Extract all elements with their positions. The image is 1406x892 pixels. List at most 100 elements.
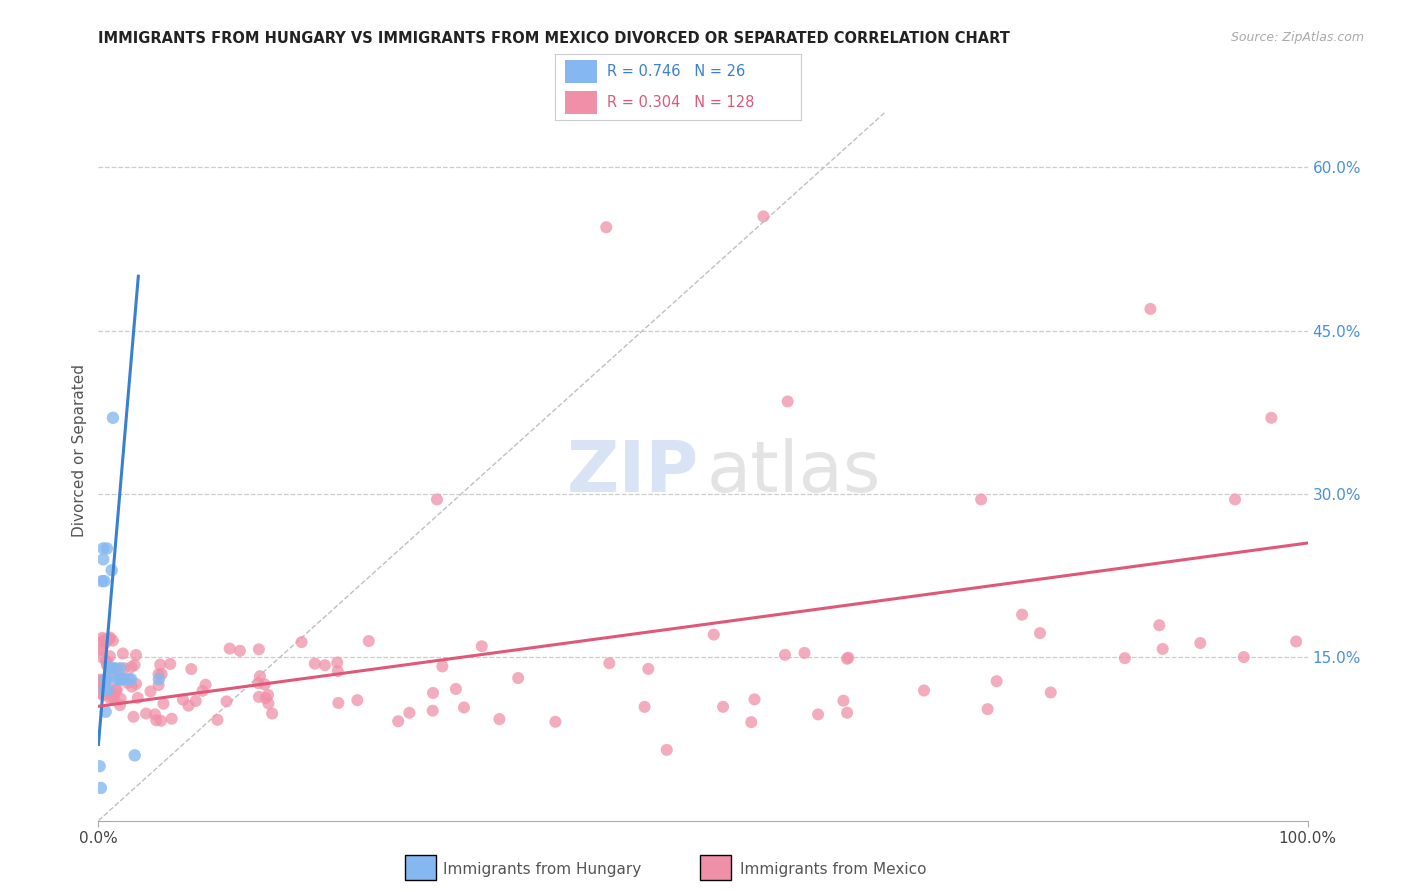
Point: [100, 661, 122, 675]
Point: [98, 690, 121, 705]
FancyBboxPatch shape: [565, 61, 598, 83]
Point: [703, 627, 725, 641]
Point: [149, 714, 172, 728]
Text: ZIP: ZIP: [567, 438, 699, 508]
Point: [108, 698, 131, 713]
Point: [139, 684, 162, 698]
Text: R = 0.746   N = 26: R = 0.746 N = 26: [607, 64, 745, 79]
Point: [98, 661, 121, 675]
Point: [257, 688, 280, 702]
Point: [91, 574, 114, 588]
Point: [98, 631, 121, 645]
Point: [91, 688, 114, 702]
Text: R = 0.304   N = 128: R = 0.304 N = 128: [607, 95, 755, 110]
Point: [117, 675, 139, 690]
Point: [105, 683, 128, 698]
Point: [976, 702, 998, 716]
Point: [125, 677, 148, 691]
Point: [100, 665, 122, 680]
Point: [93, 681, 115, 696]
Point: [314, 658, 336, 673]
Point: [986, 674, 1008, 689]
Point: [148, 678, 170, 692]
Point: [101, 410, 124, 425]
Point: [143, 707, 166, 722]
Point: [110, 673, 132, 687]
Point: [1149, 618, 1171, 632]
Point: [1233, 650, 1256, 665]
Point: [96, 658, 118, 673]
Point: [108, 672, 131, 686]
Point: [180, 662, 202, 676]
Point: [346, 693, 368, 707]
Point: [1260, 410, 1282, 425]
Point: [91, 677, 114, 691]
Point: [120, 672, 142, 686]
Point: [94, 705, 117, 719]
Point: [807, 707, 830, 722]
Point: [595, 220, 617, 235]
Point: [1223, 492, 1246, 507]
Point: [426, 492, 449, 507]
Point: [215, 694, 238, 708]
Point: [655, 743, 678, 757]
Point: [150, 667, 173, 681]
Point: [152, 697, 174, 711]
Text: Immigrants from Hungary: Immigrants from Hungary: [443, 863, 641, 877]
Point: [172, 692, 194, 706]
Point: [96, 541, 118, 556]
Point: [91, 641, 114, 656]
Point: [91, 634, 114, 648]
Point: [124, 748, 146, 763]
Text: IMMIGRANTS FROM HUNGARY VS IMMIGRANTS FROM MEXICO DIVORCED OR SEPARATED CORRELAT: IMMIGRANTS FROM HUNGARY VS IMMIGRANTS FR…: [98, 31, 1011, 46]
Point: [1011, 607, 1033, 622]
Point: [159, 657, 181, 671]
Point: [773, 648, 796, 662]
Point: [97, 660, 120, 674]
Point: [103, 661, 125, 675]
Point: [89, 673, 111, 687]
Point: [835, 652, 858, 666]
Point: [112, 661, 135, 675]
Point: [160, 712, 183, 726]
Point: [93, 574, 115, 588]
Point: [776, 394, 799, 409]
Point: [94, 673, 117, 688]
Point: [357, 634, 380, 648]
Point: [508, 671, 530, 685]
Point: [1114, 651, 1136, 665]
Point: [326, 656, 349, 670]
Point: [97, 681, 120, 695]
Text: Immigrants from Mexico: Immigrants from Mexico: [740, 863, 927, 877]
Point: [740, 715, 762, 730]
Point: [249, 669, 271, 683]
Text: Source: ZipAtlas.com: Source: ZipAtlas.com: [1230, 31, 1364, 45]
Point: [253, 677, 276, 691]
Point: [752, 210, 775, 224]
Point: [471, 639, 494, 653]
Point: [103, 688, 125, 702]
Point: [1152, 642, 1174, 657]
Point: [207, 713, 229, 727]
Point: [387, 714, 409, 729]
Point: [598, 657, 620, 671]
Point: [257, 697, 280, 711]
Point: [912, 683, 935, 698]
Point: [121, 680, 143, 694]
FancyBboxPatch shape: [565, 91, 598, 114]
Point: [94, 672, 117, 686]
Point: [112, 672, 135, 686]
Point: [91, 650, 114, 665]
Point: [127, 690, 149, 705]
Point: [91, 541, 114, 556]
Point: [633, 699, 655, 714]
Point: [135, 706, 157, 721]
Point: [398, 706, 420, 720]
Point: [177, 698, 200, 713]
Point: [970, 492, 993, 507]
Point: [91, 631, 114, 645]
Point: [148, 667, 170, 681]
Point: [94, 654, 117, 668]
Point: [262, 706, 284, 721]
Point: [149, 657, 172, 672]
